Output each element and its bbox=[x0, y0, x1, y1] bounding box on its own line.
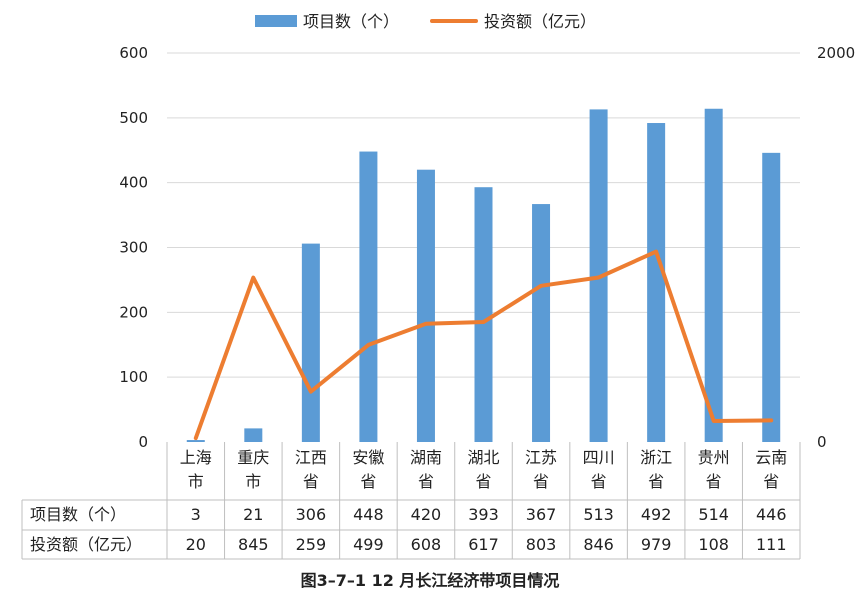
category-label: 市 bbox=[245, 472, 261, 491]
bar-project-count bbox=[705, 109, 723, 442]
category-label: 安徽 bbox=[352, 448, 384, 467]
legend-swatch-bars bbox=[255, 15, 297, 27]
category-label: 省 bbox=[418, 472, 434, 491]
category-label: 市 bbox=[188, 472, 204, 491]
table-cell-project-count: 367 bbox=[526, 505, 557, 524]
category-label: 省 bbox=[360, 472, 376, 491]
legend-label-bars: 项目数（个） bbox=[303, 12, 399, 31]
table-cell-project-count: 446 bbox=[756, 505, 787, 524]
bar-project-count bbox=[647, 123, 665, 442]
y-left-tick-label: 400 bbox=[119, 174, 148, 192]
figure-caption: 图3–7–1 12 月长江经济带项目情况 bbox=[301, 571, 560, 590]
bar-project-count bbox=[532, 204, 550, 442]
table-cell-project-count: 393 bbox=[468, 505, 499, 524]
category-label: 重庆 bbox=[237, 448, 269, 467]
bar-project-count bbox=[359, 152, 377, 442]
category-label: 省 bbox=[706, 472, 722, 491]
category-label: 省 bbox=[303, 472, 319, 491]
table-cell-investment: 845 bbox=[238, 535, 269, 554]
table-cell-investment: 111 bbox=[756, 535, 787, 554]
table-cell-investment: 108 bbox=[698, 535, 729, 554]
table-cell-project-count: 21 bbox=[243, 505, 263, 524]
y-right-tick-label: 2000 bbox=[817, 44, 855, 62]
bar-project-count bbox=[187, 440, 205, 442]
y-left-tick-label: 100 bbox=[119, 368, 148, 386]
legend-label-line: 投资额（亿元） bbox=[484, 12, 596, 31]
category-label: 云南 bbox=[755, 448, 787, 467]
y-left-tick-label: 300 bbox=[119, 239, 148, 257]
category-label: 湖北 bbox=[467, 448, 499, 467]
category-label: 四川 bbox=[583, 448, 615, 467]
bar-project-count bbox=[475, 187, 493, 442]
category-label: 省 bbox=[591, 472, 607, 491]
table-cell-investment: 259 bbox=[296, 535, 327, 554]
y-left-tick-label: 200 bbox=[119, 303, 148, 321]
bar-project-count bbox=[762, 153, 780, 442]
category-label: 贵州 bbox=[698, 448, 730, 467]
table-cell-investment: 608 bbox=[411, 535, 442, 554]
table-cell-investment: 979 bbox=[641, 535, 672, 554]
table-cell-investment: 803 bbox=[526, 535, 557, 554]
y-right-tick-label: 0 bbox=[817, 433, 827, 451]
table-cell-project-count: 514 bbox=[698, 505, 729, 524]
y-left-tick-label: 600 bbox=[119, 44, 148, 62]
table-cell-project-count: 3 bbox=[191, 505, 201, 524]
table-cell-investment: 20 bbox=[186, 535, 206, 554]
category-label: 省 bbox=[763, 472, 779, 491]
table-cell-project-count: 306 bbox=[296, 505, 327, 524]
category-label: 省 bbox=[533, 472, 549, 491]
table-row-header: 投资额（亿元） bbox=[30, 535, 142, 554]
table-cell-project-count: 492 bbox=[641, 505, 672, 524]
y-left-tick-label: 500 bbox=[119, 109, 148, 127]
category-label: 省 bbox=[475, 472, 491, 491]
table-cell-investment: 846 bbox=[583, 535, 614, 554]
table-row-header: 项目数（个） bbox=[30, 505, 126, 524]
y-left-tick-label: 0 bbox=[138, 433, 148, 451]
table-cell-project-count: 513 bbox=[583, 505, 614, 524]
bar-project-count bbox=[417, 170, 435, 442]
category-label: 江苏 bbox=[525, 448, 557, 467]
table-cell-investment: 617 bbox=[468, 535, 499, 554]
category-label: 浙江 bbox=[640, 448, 672, 467]
category-label: 上海 bbox=[180, 448, 212, 467]
table-cell-project-count: 448 bbox=[353, 505, 384, 524]
bar-project-count bbox=[244, 428, 262, 442]
bar-project-count bbox=[302, 244, 320, 442]
category-label: 江西 bbox=[295, 448, 327, 467]
table-cell-project-count: 420 bbox=[411, 505, 442, 524]
category-label: 湖南 bbox=[410, 448, 442, 467]
table-cell-investment: 499 bbox=[353, 535, 384, 554]
category-label: 省 bbox=[648, 472, 664, 491]
